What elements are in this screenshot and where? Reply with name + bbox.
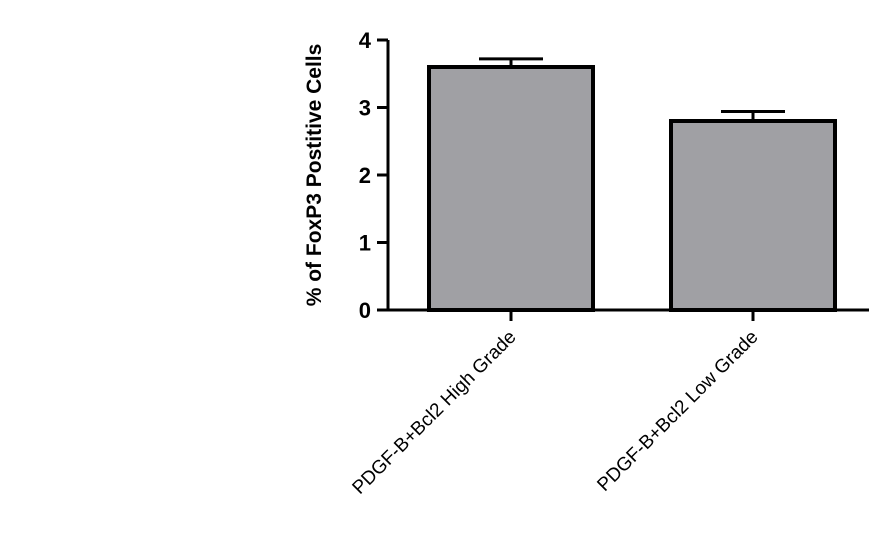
y-tick-label: 2 (359, 163, 371, 188)
y-tick-label: 1 (359, 231, 371, 256)
y-tick-label: 3 (359, 96, 371, 121)
x-category-label: PDGF-B+Bcl2 High Grade (349, 327, 521, 499)
bar (427, 65, 595, 312)
bars (427, 57, 837, 312)
y-axis-title: % of FoxP3 Postitive Cells (303, 44, 326, 307)
x-axis-ticks: PDGF-B+Bcl2 High Grade PDGF-B+Bcl2 Low Gr… (349, 310, 763, 499)
y-tick-label: 0 (359, 298, 371, 323)
bar (669, 119, 837, 312)
y-tick-label: 4 (359, 28, 372, 53)
y-axis-ticks: 0 1 2 3 4 (359, 28, 388, 323)
x-category-label: PDGF-B+Bcl2 Low Grade (593, 327, 762, 496)
